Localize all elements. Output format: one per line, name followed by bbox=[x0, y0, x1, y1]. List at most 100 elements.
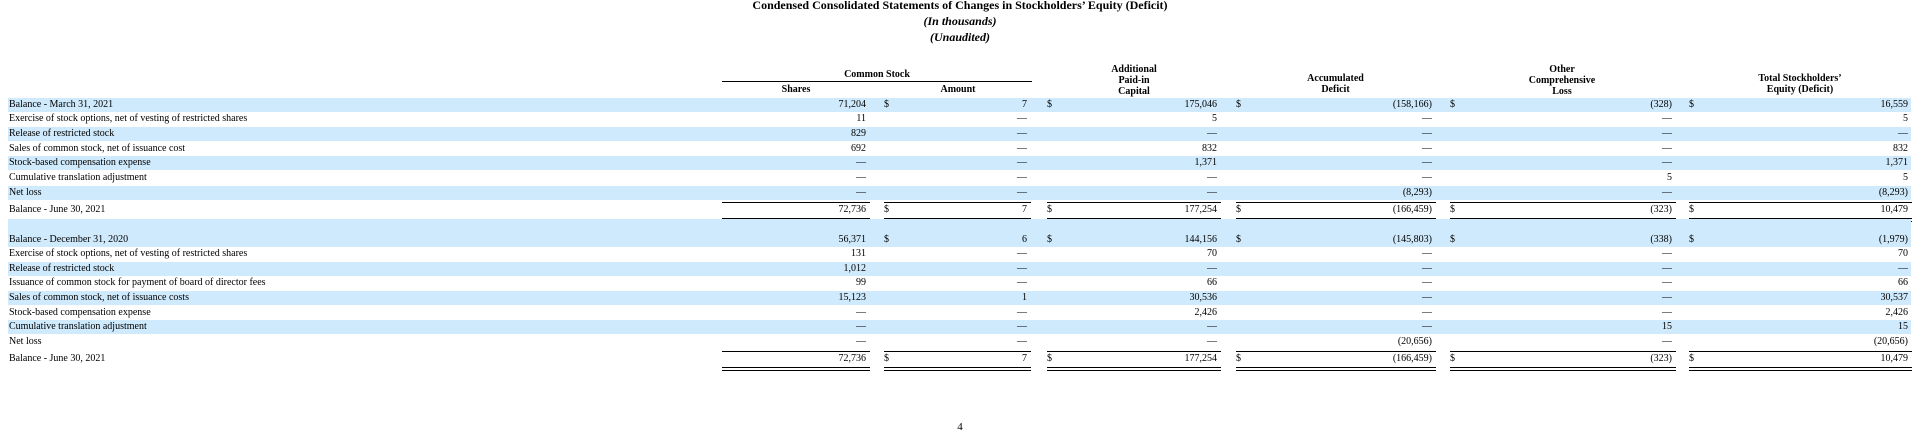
dollar-sign: $ bbox=[1450, 204, 1455, 215]
dollar-sign: $ bbox=[884, 99, 889, 110]
page-number: 4 bbox=[957, 421, 963, 433]
table-row: Sales of common stock, net of issuance c… bbox=[8, 142, 1911, 156]
row-label: Balance - December 31, 2020 bbox=[9, 234, 129, 245]
cell-value: 71,204 bbox=[838, 99, 867, 110]
cell-value: — bbox=[1422, 248, 1432, 259]
header-common-stock-rule bbox=[722, 81, 1032, 82]
cell-value: — bbox=[1898, 128, 1908, 139]
cell-value: 829 bbox=[851, 128, 866, 139]
cell-value: 1,371 bbox=[1194, 157, 1218, 168]
cell-value: — bbox=[1422, 292, 1432, 303]
cell-value: — bbox=[1207, 187, 1217, 198]
table-row: Release of restricted stock 829 — — — — — bbox=[8, 127, 1911, 141]
subtotal-rule bbox=[884, 351, 1031, 352]
cell-value: — bbox=[1662, 187, 1672, 198]
total-double-rule bbox=[1450, 367, 1676, 371]
subtotal-rule bbox=[722, 202, 870, 203]
dollar-sign: $ bbox=[1236, 99, 1241, 110]
cell-value: — bbox=[1017, 113, 1027, 124]
header-total-line2: Equity (Deficit) bbox=[1766, 84, 1834, 95]
table-row: Stock-based compensation expense — — 2,426 —… bbox=[8, 306, 1911, 320]
cell-value: 144,156 bbox=[1184, 234, 1218, 245]
cell-value: 5 bbox=[1903, 172, 1908, 183]
header-apic: Additional Paid-in Capital bbox=[1047, 64, 1221, 97]
dollar-sign: $ bbox=[1689, 99, 1694, 110]
table-row: Balance - March 31, 2021 71,204 $7 $175,046… bbox=[8, 98, 1911, 112]
row-label: Balance - June 30, 2021 bbox=[9, 204, 106, 215]
cell-value: (20,656) bbox=[1873, 336, 1908, 347]
header-deficit-line1: Accumulated bbox=[1307, 73, 1364, 84]
cell-value: 66 bbox=[1898, 277, 1908, 288]
dollar-sign: $ bbox=[1236, 204, 1241, 215]
header-apic-line3: Capital bbox=[1118, 86, 1150, 97]
cell-value: — bbox=[1662, 292, 1672, 303]
cell-value: (158,166) bbox=[1392, 99, 1432, 110]
cell-value: — bbox=[1422, 157, 1432, 168]
cell-value: — bbox=[1017, 143, 1027, 154]
cell-value: (323) bbox=[1650, 204, 1672, 215]
cell-value: (323) bbox=[1650, 353, 1672, 364]
cell-value: — bbox=[1017, 307, 1027, 318]
dollar-sign: $ bbox=[884, 353, 889, 364]
cell-value: (8,293) bbox=[1878, 187, 1908, 198]
row-label: Balance - March 31, 2021 bbox=[9, 99, 114, 110]
cell-value: — bbox=[1422, 277, 1432, 288]
cell-value: — bbox=[1207, 336, 1217, 347]
row-label: Exercise of stock options, net of vestin… bbox=[9, 113, 248, 124]
header-shares: Shares bbox=[781, 84, 811, 95]
cell-value: (338) bbox=[1650, 234, 1672, 245]
row-label: Net loss bbox=[9, 336, 42, 347]
cell-value: (328) bbox=[1650, 99, 1672, 110]
cell-value: — bbox=[1207, 128, 1217, 139]
total-double-rule bbox=[1689, 367, 1912, 371]
cell-value: — bbox=[1662, 336, 1672, 347]
row-label: Release of restricted stock bbox=[9, 263, 115, 274]
cell-value: 99 bbox=[856, 277, 866, 288]
cell-value: 15 bbox=[1662, 321, 1672, 332]
row-label: Exercise of stock options, net of vestin… bbox=[9, 248, 248, 259]
cell-value: 7 bbox=[1022, 99, 1027, 110]
cell-value: — bbox=[856, 321, 866, 332]
cell-value: — bbox=[1017, 277, 1027, 288]
subtotal-rule bbox=[722, 351, 870, 352]
cell-value: 11 bbox=[856, 113, 866, 124]
cell-value: 832 bbox=[1202, 143, 1217, 154]
row-label: Cumulative translation adjustment bbox=[9, 172, 147, 183]
cell-value: 72,736 bbox=[838, 204, 867, 215]
cell-value: 5 bbox=[1212, 113, 1217, 124]
table-row: Balance - June 30, 2021 72,736 $7 $177,254 $… bbox=[8, 203, 1911, 217]
cell-value: 10,479 bbox=[1880, 204, 1909, 215]
total-double-rule bbox=[1047, 367, 1221, 371]
cell-value: 2,426 bbox=[1885, 307, 1909, 318]
dollar-sign: $ bbox=[1689, 204, 1694, 215]
cell-value: (166,459) bbox=[1392, 353, 1432, 364]
row-label: Sales of common stock, net of issuance c… bbox=[9, 292, 189, 303]
cell-value: 2,426 bbox=[1194, 307, 1218, 318]
cell-value: — bbox=[1422, 143, 1432, 154]
dollar-sign: $ bbox=[1450, 353, 1455, 364]
cell-value: 70 bbox=[1207, 248, 1217, 259]
header-apic-line2: Paid-in bbox=[1118, 75, 1150, 86]
cell-value: — bbox=[1017, 128, 1027, 139]
total-double-rule bbox=[1236, 367, 1436, 371]
cell-value: (1,979) bbox=[1878, 234, 1908, 245]
row-label: Stock-based compensation expense bbox=[9, 307, 151, 318]
cell-value: — bbox=[856, 336, 866, 347]
header-amount: Amount bbox=[940, 84, 976, 95]
row-label: Net loss bbox=[9, 187, 42, 198]
header-ocl-line2: Comprehensive bbox=[1528, 75, 1596, 86]
cell-value: 30,536 bbox=[1189, 292, 1218, 303]
header-apic-line1: Additional bbox=[1111, 64, 1157, 75]
table-row: Cumulative translation adjustment — — — — 15 1… bbox=[8, 320, 1911, 334]
cell-value: — bbox=[1422, 321, 1432, 332]
cell-value: 1,012 bbox=[843, 263, 867, 274]
dollar-sign: $ bbox=[1689, 353, 1694, 364]
cell-value: — bbox=[1662, 143, 1672, 154]
subtotal-rule bbox=[1689, 202, 1912, 203]
table-row: Stock-based compensation expense — — 1,371 —… bbox=[8, 156, 1911, 170]
header-other-comprehensive-loss: Other Comprehensive Loss bbox=[1450, 64, 1674, 97]
cell-value: (8,293) bbox=[1402, 187, 1432, 198]
statement-title-block: Condensed Consolidated Statements of Cha… bbox=[0, 0, 1920, 45]
table-row: Balance - December 31, 2020 56,371 $6 $144,… bbox=[8, 233, 1911, 247]
subtotal-rule bbox=[1450, 202, 1676, 203]
